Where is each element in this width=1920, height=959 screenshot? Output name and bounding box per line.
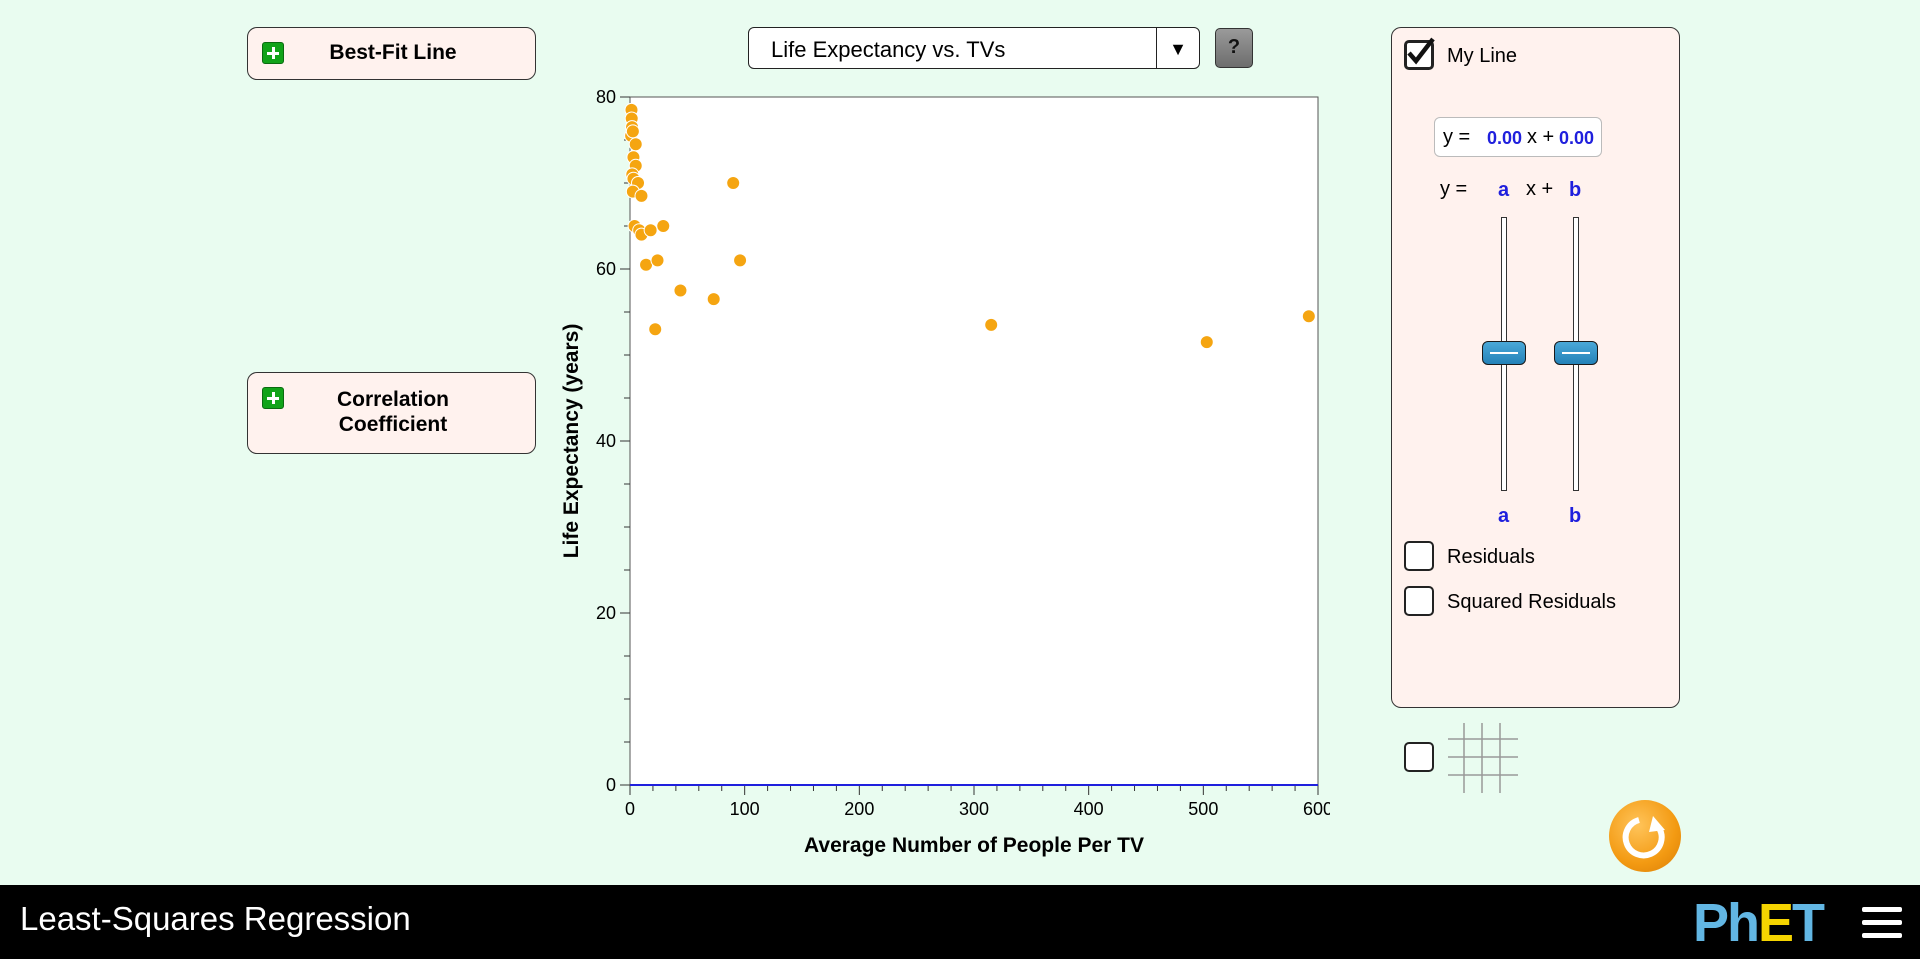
slider-a-thumb[interactable] (1482, 341, 1526, 365)
data-point[interactable] (628, 137, 643, 152)
expand-plus-icon[interactable] (262, 42, 284, 64)
slider-a-label: a (1498, 505, 1510, 527)
slider-header-prefix: y = (1440, 178, 1468, 200)
y-tick-label: 80 (596, 87, 616, 107)
y-tick-label: 0 (606, 775, 616, 795)
my-line-equation: y = 0.00 x + 0.00 (1434, 117, 1602, 157)
correlation-coefficient-accordion[interactable]: Correlation Coefficient (247, 372, 536, 454)
my-line-checkbox[interactable] (1404, 37, 1435, 70)
squared-residuals-checkbox[interactable] (1404, 586, 1434, 616)
checkmark-icon (1407, 37, 1435, 65)
correlation-title-line2: Coefficient (338, 413, 448, 436)
equation-a-value: 0.00 (1487, 128, 1523, 148)
data-point[interactable] (1301, 309, 1316, 324)
y-tick-label: 60 (596, 259, 616, 279)
data-point[interactable] (625, 124, 640, 139)
dataset-combo-box[interactable]: Life Expectancy vs. TVs ▼ (748, 27, 1200, 69)
combo-divider (1156, 28, 1157, 68)
residuals-checkbox[interactable] (1404, 541, 1434, 571)
data-point[interactable] (984, 317, 999, 332)
data-point[interactable] (656, 219, 671, 233)
data-point[interactable] (643, 223, 658, 238)
reset-arrow-icon (1622, 816, 1665, 859)
app-title: Least-Squares Regression (20, 900, 411, 937)
dropdown-arrow-icon[interactable]: ▼ (1169, 39, 1187, 59)
hamburger-menu-icon[interactable] (1862, 907, 1902, 939)
x-tick-label: 400 (1074, 799, 1104, 819)
y-tick-label: 40 (596, 431, 616, 451)
correlation-title-line1: Correlation (336, 388, 449, 411)
dataset-selected-label: Life Expectancy vs. TVs (771, 37, 1006, 62)
data-point[interactable] (673, 283, 688, 298)
equation-mid: x + (1527, 126, 1555, 148)
data-point[interactable] (648, 322, 663, 337)
residuals-label: Residuals (1447, 546, 1535, 568)
equation-b-value: 0.00 (1559, 128, 1595, 148)
best-fit-line-accordion[interactable]: Best-Fit Line (247, 27, 536, 80)
phet-logo[interactable]: PhET (1693, 893, 1825, 953)
correlation-title: Correlation Coefficient (308, 387, 478, 437)
data-point[interactable] (706, 292, 721, 307)
slider-header-a: a (1498, 179, 1510, 201)
grid-icon (1448, 723, 1518, 793)
plot-area (629, 96, 1319, 786)
x-axis-label: Average Number of People Per TV (804, 834, 1144, 857)
scatter-chart: 0 100 200 300 400 500 600 0 20 40 60 80 Average Num… (560, 87, 1330, 857)
slider-header-mid: x + (1526, 178, 1554, 200)
my-line-label: My Line (1447, 45, 1518, 67)
reset-all-button[interactable] (1609, 800, 1681, 872)
grid-checkbox[interactable] (1404, 742, 1434, 772)
x-tick-label: 300 (959, 799, 989, 819)
y-axis-label: Life Expectancy (years) (560, 324, 583, 559)
expand-plus-icon[interactable] (262, 387, 284, 409)
slider-b-thumb[interactable] (1554, 341, 1598, 365)
data-point[interactable] (634, 188, 649, 203)
equation-prefix: y = (1443, 126, 1471, 148)
data-point[interactable] (650, 253, 665, 268)
x-tick-label: 200 (844, 799, 874, 819)
help-button[interactable]: ? (1215, 28, 1253, 68)
x-tick-label: 600 (1303, 799, 1330, 819)
data-point[interactable] (1199, 335, 1214, 350)
slider-header-b: b (1569, 179, 1582, 201)
y-tick-label: 20 (596, 603, 616, 623)
squared-residuals-label: Squared Residuals (1447, 591, 1616, 613)
data-point[interactable] (733, 253, 748, 268)
navigation-bar: Least-Squares Regression PhET (0, 885, 1920, 959)
slider-b-label: b (1569, 505, 1582, 527)
x-tick-label: 500 (1188, 799, 1218, 819)
data-point[interactable] (726, 176, 741, 190)
best-fit-line-title: Best-Fit Line (329, 41, 457, 64)
x-tick-label: 0 (625, 799, 635, 819)
x-tick-label: 100 (730, 799, 760, 819)
